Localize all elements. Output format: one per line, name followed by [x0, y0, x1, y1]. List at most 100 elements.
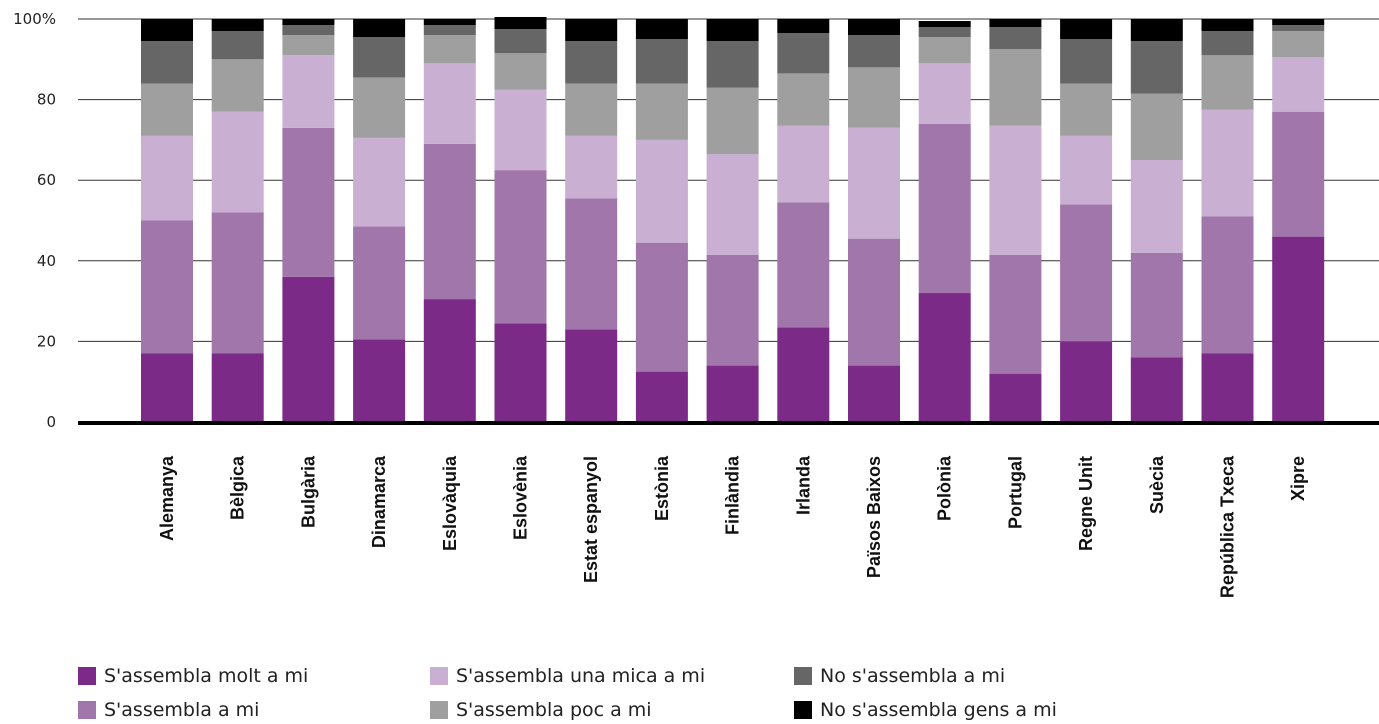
bar-segment: [777, 202, 830, 328]
x-tick-label: Alemanya: [157, 455, 177, 541]
bar-segment: [282, 25, 335, 36]
bar-segment: [635, 19, 688, 40]
bar-segment: [565, 41, 618, 84]
bar-segment: [565, 19, 618, 42]
bar-segment: [635, 242, 688, 372]
legend-label: No s'assembla gens a mi: [820, 699, 1057, 721]
x-tick-label: Dinamarca: [369, 455, 389, 548]
x-tick-label: Suècia: [1147, 455, 1167, 514]
y-tick-labels: 0 20 40 60 80 100%: [13, 10, 56, 431]
bar-segment: [1060, 135, 1113, 205]
y-tick-label: 0: [46, 413, 56, 431]
x-tick-label: Polònia: [935, 455, 955, 521]
x-tick-label: Xipre: [1288, 456, 1308, 501]
bar-segment: [777, 73, 830, 126]
bars: [141, 16, 1325, 422]
x-tick-label: Eslovàquia: [440, 455, 460, 551]
bar-segment: [1060, 83, 1113, 136]
legend-label: No s'assembla a mi: [820, 665, 1006, 687]
bar-segment: [211, 59, 264, 112]
bar-segment: [423, 63, 476, 144]
bar-segment: [1130, 160, 1183, 253]
bar-segment: [989, 373, 1042, 422]
legend-swatch: [78, 701, 96, 719]
bar-segment: [706, 87, 759, 155]
legend-label: S'assembla a mi: [104, 699, 260, 721]
bar-segment: [777, 327, 830, 422]
legend-item: No s'assembla a mi: [794, 664, 1078, 688]
bar-segment: [141, 19, 193, 42]
bar-segment: [1272, 31, 1325, 58]
bar-segment: [141, 135, 193, 221]
bar-segment: [423, 19, 476, 26]
bar-segment: [1201, 353, 1254, 422]
bar-segment: [211, 19, 264, 32]
bar-segment: [848, 67, 900, 128]
bar-segment: [211, 31, 264, 60]
y-tick-label: 60: [37, 171, 56, 189]
bar-segment: [635, 139, 688, 243]
y-tick-label: 100%: [13, 10, 56, 28]
bar-segment: [1272, 19, 1325, 26]
bar-segment: [423, 25, 476, 36]
bar-segment: [1272, 25, 1325, 32]
bar-segment: [706, 254, 759, 366]
bar-segment: [1201, 55, 1254, 110]
bar-segment: [141, 83, 193, 136]
bar-segment: [989, 254, 1042, 374]
legend-item: S'assembla poc a mi: [430, 698, 794, 722]
bar-segment: [848, 127, 900, 239]
x-tick-label: Bulgària: [298, 455, 318, 528]
bar-segment: [494, 29, 547, 54]
bar-segment: [1130, 41, 1183, 94]
legend-item: S'assembla a mi: [78, 698, 430, 722]
bar-segment: [635, 39, 688, 84]
bar-segment: [353, 77, 406, 138]
legend-swatch: [430, 667, 448, 685]
bar-segment: [1130, 357, 1183, 422]
legend-label: S'assembla poc a mi: [456, 699, 652, 721]
bar-segment: [1060, 39, 1113, 84]
bar-segment: [211, 353, 264, 422]
bar-segment: [918, 63, 971, 124]
bar-segment: [494, 323, 547, 422]
bar-segment: [918, 27, 971, 38]
bar-segment: [848, 238, 900, 366]
bar-segment: [282, 127, 335, 277]
bar-segment: [706, 41, 759, 88]
bar-segment: [565, 83, 618, 136]
x-tick-label: Eslovènia: [511, 455, 531, 540]
bar-segment: [141, 220, 193, 354]
bar-segment: [353, 226, 406, 340]
bar-segment: [1201, 19, 1254, 32]
bar-segment: [848, 19, 900, 36]
x-tick-label: Bèlgica: [228, 455, 248, 520]
bar-segment: [1060, 19, 1113, 40]
bar-segment: [423, 143, 476, 300]
bar-segment: [635, 83, 688, 140]
bar-segment: [141, 353, 193, 422]
bar-segment: [565, 135, 618, 199]
bar-segment: [918, 21, 971, 28]
bar-segment: [211, 212, 264, 354]
bar-segment: [423, 299, 476, 422]
bar-segment: [635, 371, 688, 422]
legend-label: S'assembla una mica a mi: [456, 665, 706, 687]
bar-segment: [706, 19, 759, 42]
legend-label: S'assembla molt a mi: [104, 665, 309, 687]
bar-segment: [353, 137, 406, 227]
bar-segment: [1201, 31, 1254, 56]
bar-segment: [1201, 216, 1254, 354]
bar-segment: [848, 365, 900, 422]
bar-segment: [706, 154, 759, 255]
x-tick-label: Estat espanyol: [581, 456, 601, 583]
legend-item: S'assembla molt a mi: [78, 664, 430, 688]
bar-segment: [848, 35, 900, 68]
bar-segment: [989, 125, 1042, 255]
bar-segment: [494, 16, 547, 30]
legend-swatch: [794, 701, 812, 719]
legend-item: S'assembla una mica a mi: [430, 664, 794, 688]
bar-segment: [1130, 19, 1183, 42]
legend-swatch: [78, 667, 96, 685]
bar-segment: [353, 339, 406, 422]
